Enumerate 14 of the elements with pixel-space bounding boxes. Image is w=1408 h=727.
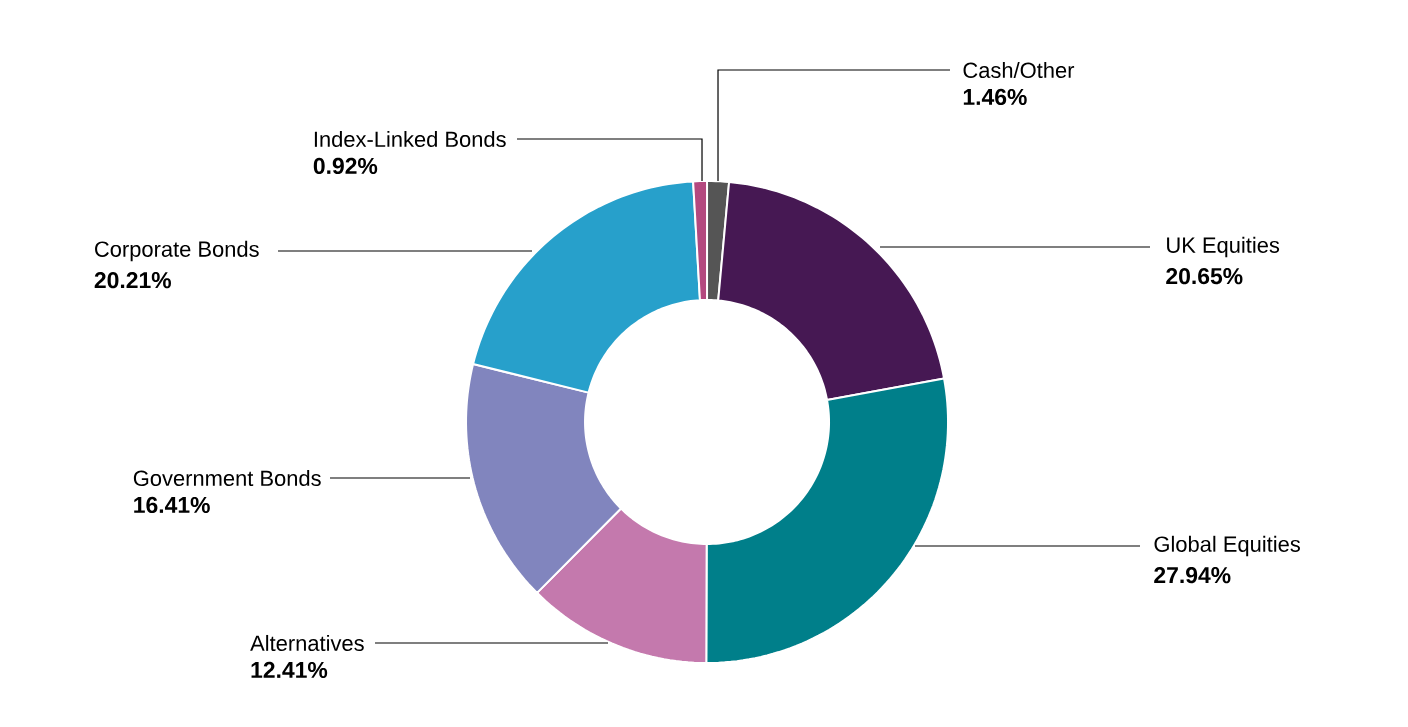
slice-label: Government Bonds — [133, 469, 321, 487]
slice-label: Corporate Bonds — [95, 240, 259, 262]
data-label: 0.92% — [313, 157, 378, 175]
data-label: 1.46% — [963, 88, 1027, 106]
slice-label: Global Equities — [1154, 535, 1300, 557]
slice-label: Alternatives — [250, 634, 364, 652]
data-label: 16.41% — [134, 496, 210, 514]
data-label: 20.65% — [1166, 268, 1243, 285]
slice-label: UK Equities — [1167, 236, 1280, 258]
slice-label: Cash/Other — [963, 61, 1075, 79]
data-label: 27.94% — [1154, 567, 1231, 584]
data-label: 20.21% — [94, 272, 171, 289]
data-label: 12.41% — [251, 661, 328, 679]
slice-label: Index-Linked Bonds — [314, 130, 506, 148]
